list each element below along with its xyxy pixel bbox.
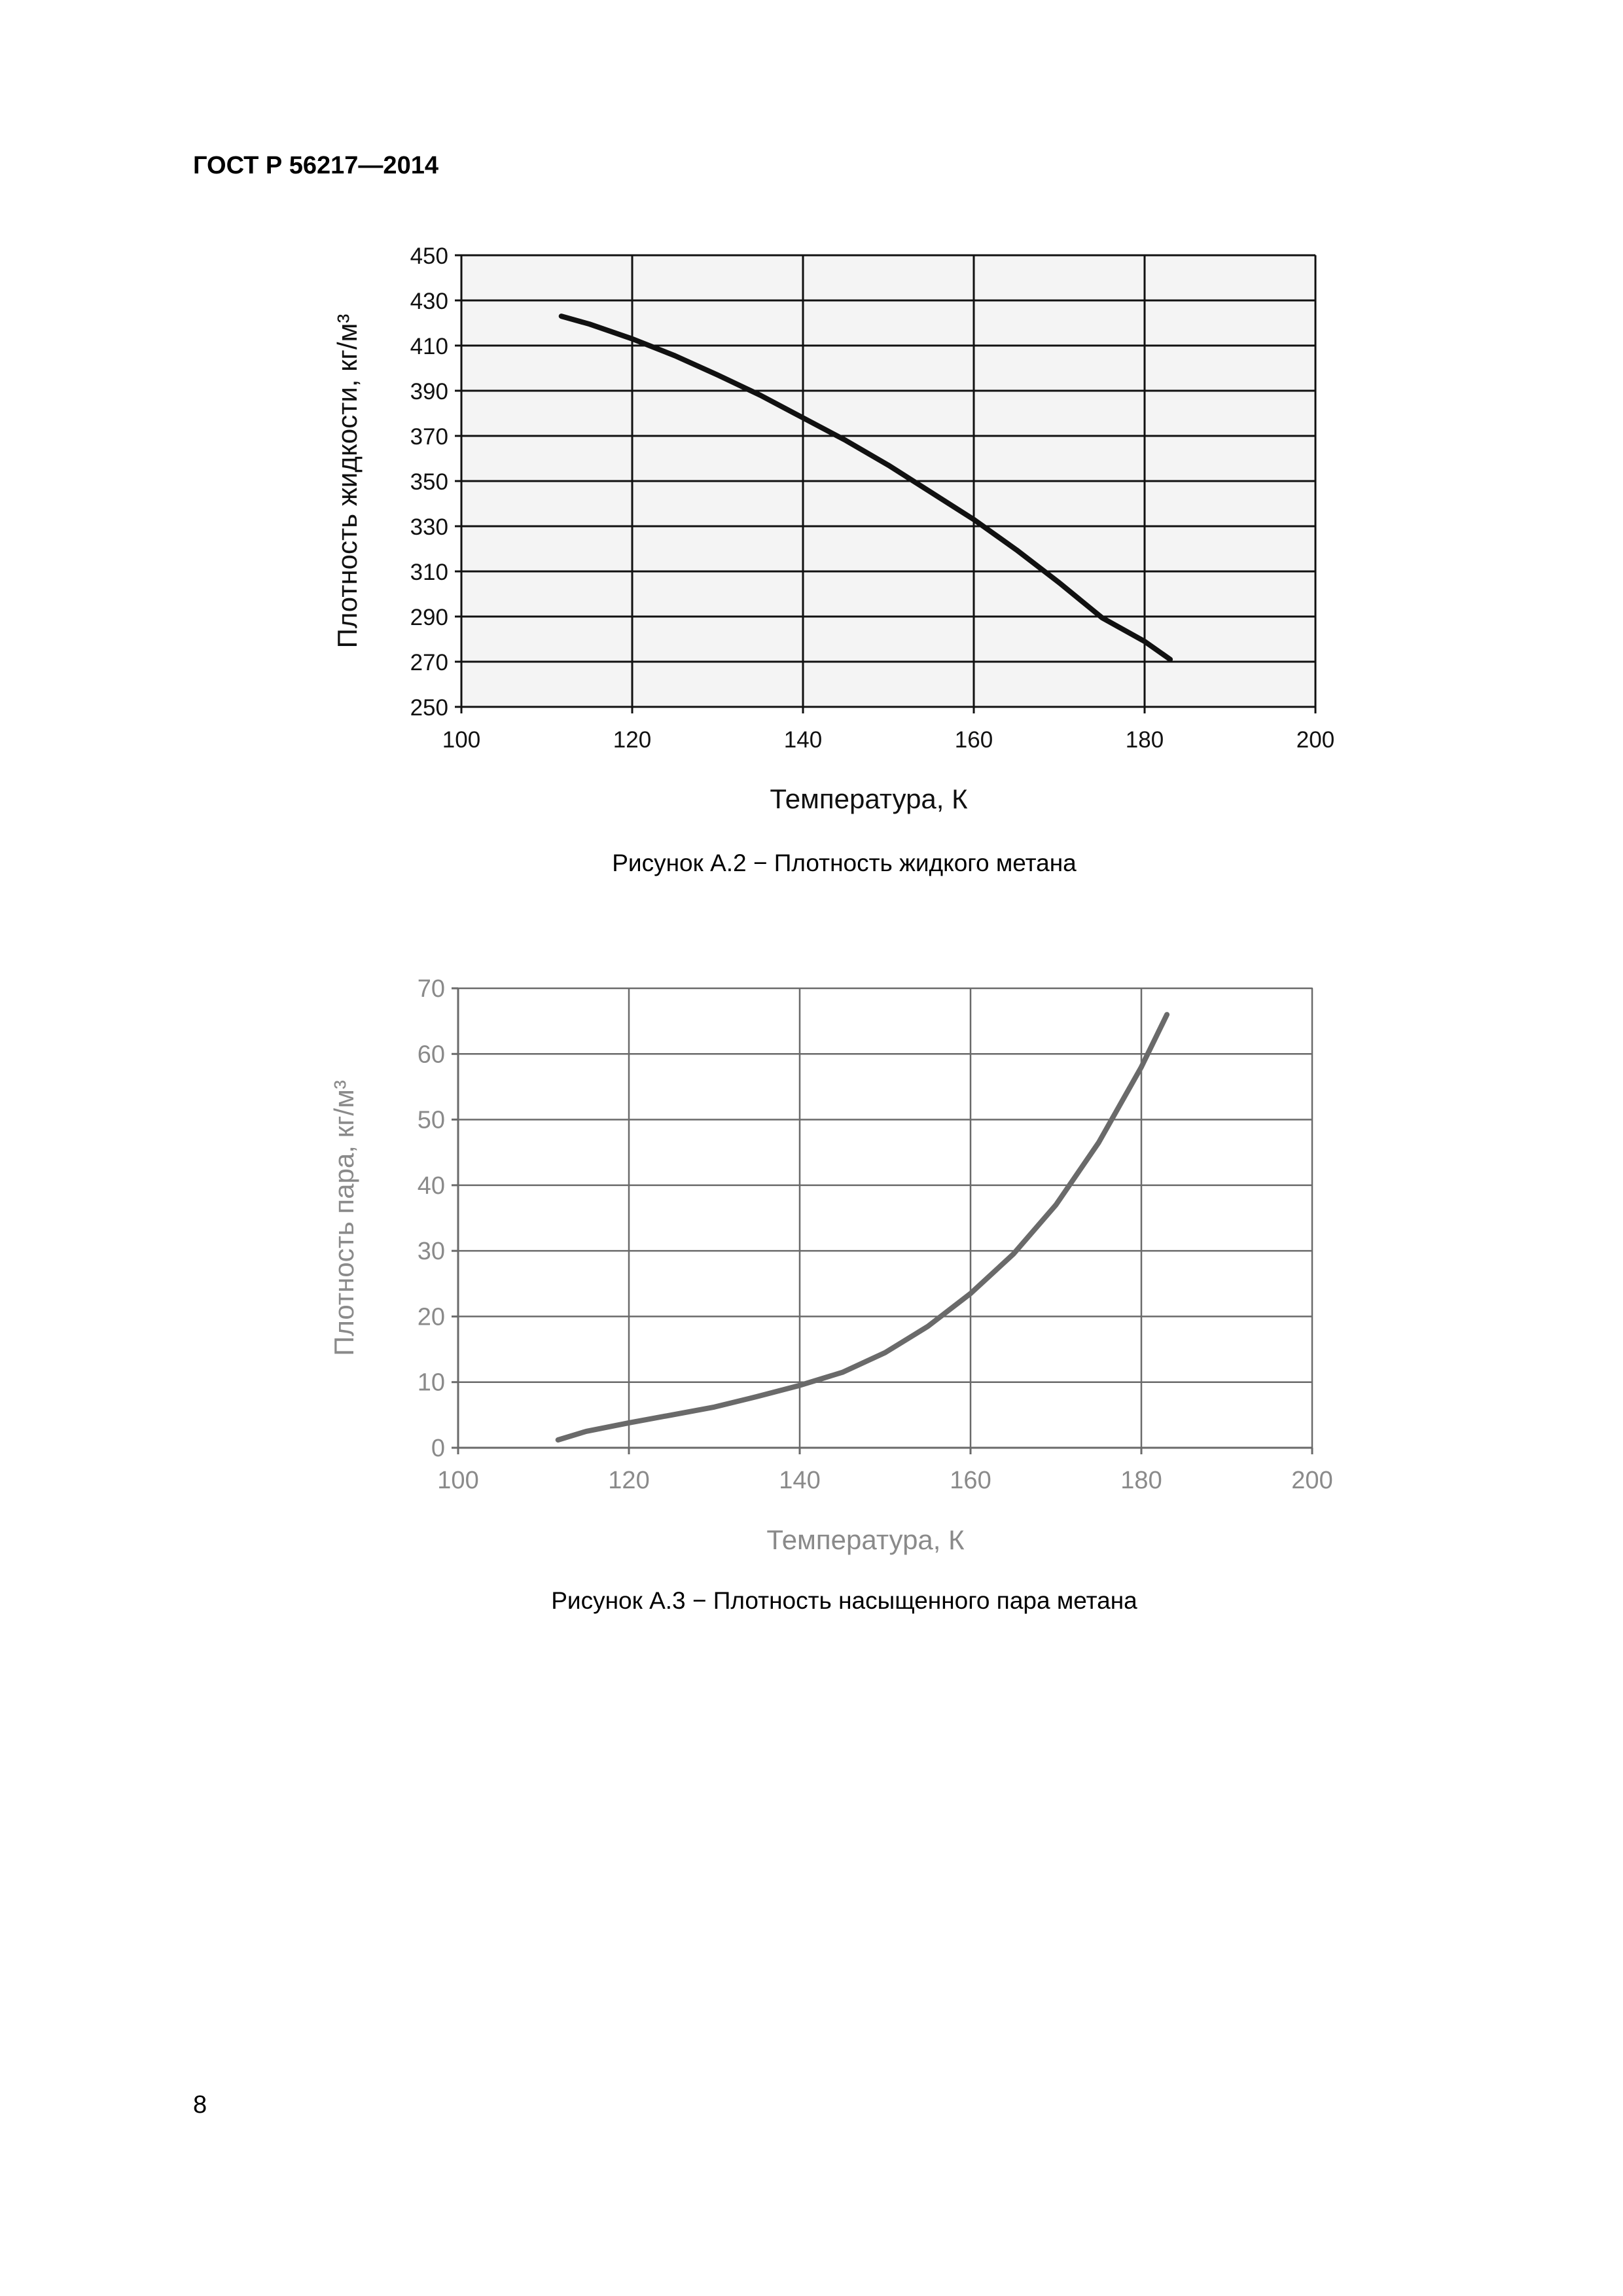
data-point — [755, 1394, 760, 1399]
y-tick-label: 290 — [410, 605, 448, 630]
x-tick-label: 140 — [784, 727, 822, 753]
data-point — [758, 393, 763, 398]
x-tick-label: 140 — [779, 1467, 820, 1494]
x-tick-label: 160 — [950, 1467, 991, 1494]
y-tick-label: 10 — [418, 1369, 445, 1397]
data-point — [1168, 657, 1173, 662]
y-tick-label: 40 — [418, 1172, 445, 1200]
x-tick-label: 200 — [1291, 1467, 1332, 1494]
x-axis-title: Температура, К — [766, 1524, 965, 1555]
y-tick-label: 20 — [418, 1303, 445, 1331]
figure-a2-caption: Рисунок А.2 − Плотность жидкого метана — [612, 850, 1077, 876]
x-tick-label: 200 — [1296, 727, 1334, 753]
data-point — [1057, 580, 1061, 585]
x-tick-label: 180 — [1120, 1467, 1162, 1494]
y-tick-label: 50 — [418, 1107, 445, 1134]
y-tick-label: 310 — [410, 560, 448, 585]
y-tick-label: 390 — [410, 379, 448, 404]
y-tick-label: 70 — [418, 975, 445, 1003]
series-line — [555, 1012, 1170, 1443]
data-point — [971, 517, 976, 522]
y-tick-label: 30 — [418, 1238, 445, 1265]
data-point — [843, 438, 848, 443]
y-tick-label: 270 — [410, 650, 448, 675]
x-tick-label: 100 — [437, 1467, 478, 1494]
page-number: 8 — [193, 2091, 207, 2119]
x-tick-label: 100 — [442, 727, 480, 753]
liquid-density-chart: 250 270 290 310 330 350 370 390 410 430 450 100 120 1… — [332, 243, 1334, 814]
y-tick-label: 410 — [410, 334, 448, 359]
x-tick-label: 160 — [955, 727, 993, 753]
y-tick-label: 0 — [431, 1435, 445, 1462]
data-point — [883, 1350, 887, 1355]
y-tick-label: 450 — [410, 243, 448, 269]
data-point — [886, 463, 891, 468]
data-point — [672, 353, 677, 359]
document-header: ГОСТ Р 56217—2014 — [193, 152, 438, 179]
data-point — [669, 1412, 674, 1418]
data-point — [587, 321, 592, 327]
data-point — [584, 1429, 589, 1434]
data-point — [1099, 615, 1105, 620]
x-tick-label: 120 — [608, 1467, 649, 1494]
data-point — [925, 1323, 931, 1329]
data-point — [797, 1383, 802, 1388]
data-point — [1096, 1140, 1101, 1145]
y-tick-label: 350 — [410, 469, 448, 495]
data-point — [1014, 547, 1019, 552]
data-point — [929, 490, 934, 495]
data-point — [556, 1437, 561, 1443]
data-point — [1142, 639, 1147, 644]
plot-area — [457, 988, 1313, 1448]
y-tick-label: 330 — [410, 514, 448, 540]
data-point — [1010, 1251, 1016, 1257]
y-tick-label: 430 — [410, 289, 448, 314]
vapor-density-chart: 0 10 20 30 40 50 60 70 100 120 140 160 180 200 Темпера… — [329, 975, 1333, 1555]
data-point — [840, 1370, 845, 1375]
data-point — [559, 314, 564, 319]
data-point — [626, 1420, 632, 1426]
data-point — [1164, 1012, 1169, 1017]
data-point — [712, 1405, 717, 1410]
y-tick-label: 370 — [410, 424, 448, 450]
data-point — [800, 415, 806, 420]
figure-a3-caption: Рисунок А.3 − Плотность насыщенного пара… — [551, 1587, 1137, 1614]
data-point — [715, 372, 720, 378]
y-axis-title: Плотность пара, кг/м³ — [329, 1080, 359, 1356]
y-tick-label: 60 — [418, 1041, 445, 1068]
series-line — [558, 314, 1173, 662]
x-tick-label: 180 — [1126, 727, 1164, 753]
x-axis-title: Температура, К — [770, 783, 968, 814]
y-tick-label: 250 — [410, 695, 448, 721]
y-axis-title: Плотность жидкости, кг/м³ — [332, 314, 363, 649]
data-point — [1139, 1064, 1144, 1069]
data-point — [1054, 1202, 1058, 1208]
data-point — [968, 1291, 973, 1296]
data-point — [630, 336, 635, 342]
x-tick-label: 120 — [613, 727, 651, 753]
